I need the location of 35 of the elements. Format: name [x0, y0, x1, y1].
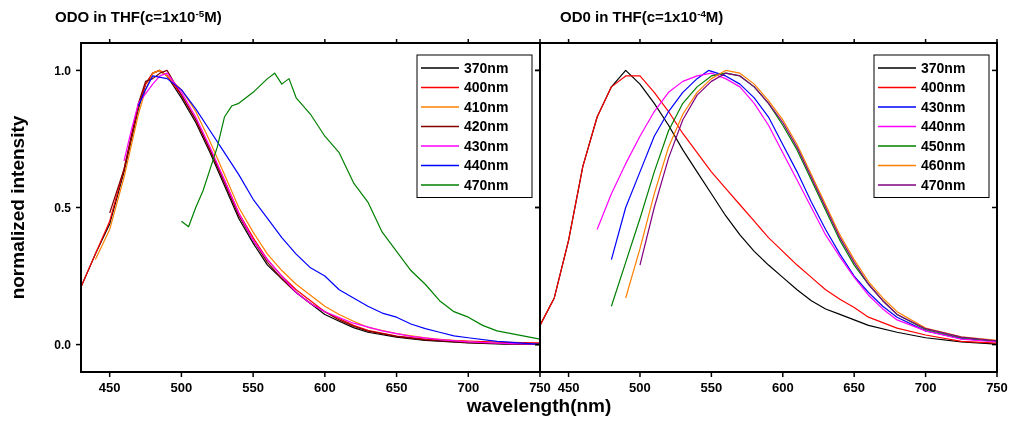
legend-label: 410nm: [464, 98, 509, 115]
x-tick-label: 450: [557, 380, 580, 395]
legend-label: 430nm: [921, 98, 966, 115]
y-tick-label: 1.0: [54, 63, 72, 78]
y-tick-label: 0.5: [54, 200, 72, 215]
legend-label: 400nm: [921, 79, 966, 96]
chart-title: ODO in THF(c=1x10$^{-5}$M): [55, 7, 222, 25]
x-tick-label: 750: [529, 380, 551, 395]
legend-label: 440nm: [921, 118, 966, 135]
legend-label: 460nm: [921, 157, 966, 174]
x-tick-label: 450: [98, 380, 121, 395]
legend-label: 420nm: [464, 118, 509, 135]
legend-label: 470nm: [921, 176, 966, 193]
x-tick-label: 600: [313, 380, 336, 395]
legend-label: 450nm: [921, 137, 966, 154]
y-axis-title: normalized intensity: [7, 115, 28, 300]
x-tick-label: 500: [629, 380, 651, 395]
legend-label: 430nm: [464, 137, 509, 154]
x-tick-label: 500: [170, 380, 193, 395]
legend-label: 400nm: [464, 79, 509, 96]
legend-label: 370nm: [921, 59, 966, 76]
x-tick-label: 700: [914, 380, 937, 395]
x-tick-label: 550: [700, 380, 723, 395]
legend-label: 370nm: [464, 59, 509, 76]
y-tick-label: 0.0: [54, 337, 72, 352]
x-tick-label: 550: [242, 380, 264, 395]
x-tick-label: 650: [385, 380, 408, 395]
x-tick-label: 750: [986, 380, 1008, 395]
x-tick-label: 650: [843, 380, 866, 395]
chart-title: OD0 in THF(c=1x10$^{-4}$M): [560, 7, 724, 25]
legend-label: 470nm: [464, 176, 509, 193]
x-tick-label: 700: [457, 380, 480, 395]
x-tick-label: 600: [771, 380, 794, 395]
x-axis-title: wavelength(nm): [465, 395, 612, 416]
legend-label: 440nm: [464, 157, 509, 174]
